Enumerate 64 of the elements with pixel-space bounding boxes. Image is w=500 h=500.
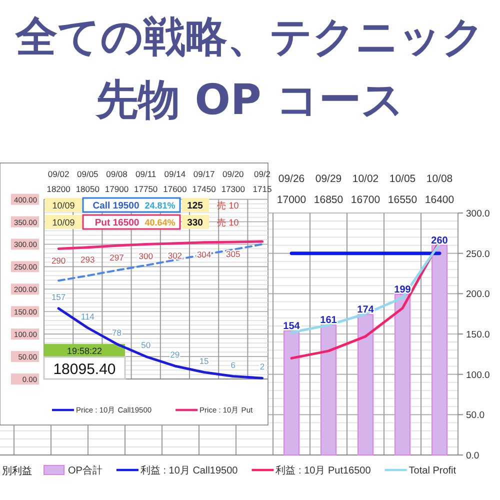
x-tick-label: 09/26 17000 bbox=[276, 173, 306, 206]
legend-label: OP合計 bbox=[68, 464, 102, 477]
bar bbox=[432, 244, 448, 456]
annotation: 125 bbox=[187, 200, 204, 212]
x-tick-label: 10/05 16550 bbox=[388, 173, 418, 206]
data-label: 78 bbox=[112, 327, 122, 338]
y-tick-label: 100.0 bbox=[466, 370, 490, 381]
x-tick-label: 09/29 16850 bbox=[314, 173, 344, 206]
y-tick-label: 300.0 bbox=[466, 208, 490, 220]
data-label: 297 bbox=[110, 252, 124, 263]
data-label: 302 bbox=[168, 250, 182, 260]
data-label: 154 bbox=[283, 320, 300, 332]
chart-title: 全ての戦略、テクニック bbox=[14, 12, 484, 61]
data-label: 174 bbox=[357, 304, 374, 316]
annotation: 売 10 bbox=[217, 200, 239, 210]
data-label: 260 bbox=[431, 235, 448, 246]
data-label: 157 bbox=[51, 292, 66, 302]
x-tick-label: 09/2 1715 bbox=[252, 169, 272, 194]
data-label: 6 bbox=[230, 360, 236, 370]
text: 別利益 bbox=[2, 465, 32, 477]
x-tick-label: 09/02 18200 bbox=[46, 169, 71, 194]
line-series bbox=[57, 240, 264, 250]
data-label: 300 bbox=[138, 251, 154, 262]
bar bbox=[320, 324, 336, 456]
y-tick-label: 150.0 bbox=[466, 330, 490, 340]
annotation: Put 16500 bbox=[94, 218, 140, 228]
bar bbox=[394, 294, 410, 456]
data-label: 114 bbox=[80, 311, 95, 322]
data-label: 50 bbox=[141, 340, 151, 350]
annotation: 18095.40 bbox=[53, 361, 116, 378]
x-tick-label: 09/14 17600 bbox=[163, 169, 188, 194]
x-tick-label: 10/08 16400 bbox=[424, 173, 454, 206]
annotation: 10/09 bbox=[52, 218, 75, 228]
legend-label: 利益 : 10月 Put16500 bbox=[276, 464, 372, 477]
annotation: 40.64% bbox=[144, 218, 176, 228]
annotation: 330 bbox=[187, 218, 203, 228]
annotation: 売 10 bbox=[217, 218, 239, 228]
x-tick-label: 09/17 17450 bbox=[192, 169, 216, 194]
x-tick-label: 09/20 17300 bbox=[221, 169, 246, 194]
y-tick-label: 200.0 bbox=[466, 289, 490, 300]
y-tick-label: 0.0 bbox=[466, 450, 480, 462]
legend-label: Total Profit bbox=[408, 466, 456, 477]
annotation: 24.81% bbox=[144, 200, 176, 210]
data-label: 15 bbox=[199, 356, 210, 366]
data-label: 293 bbox=[80, 254, 96, 264]
chart-subtitle: 先物 OP コース bbox=[95, 75, 404, 124]
bar bbox=[358, 314, 374, 456]
legend-label: 利益 : 10月 Call19500 bbox=[140, 464, 238, 477]
data-label: 290 bbox=[51, 256, 66, 266]
x-tick-label: 10/02 16700 bbox=[350, 173, 380, 206]
x-tick-label: 09/11 17750 bbox=[134, 169, 158, 194]
x-tick-label: 09/08 17900 bbox=[104, 169, 129, 194]
annotation: 19:58:22 bbox=[66, 346, 102, 356]
data-label: 2 bbox=[260, 362, 265, 372]
data-label: 199 bbox=[394, 284, 412, 296]
y-tick-label: 250.0 bbox=[466, 248, 490, 260]
x-tick-label: 09/05 18050 bbox=[76, 169, 100, 194]
annotation: Call 19500 bbox=[92, 200, 140, 212]
data-label: 161 bbox=[320, 315, 338, 326]
y-tick-label: 50.0 bbox=[466, 410, 484, 422]
data-label: 29 bbox=[170, 349, 180, 360]
annotation: 10/09 bbox=[52, 200, 75, 210]
bar bbox=[284, 330, 300, 456]
data-label: 305 bbox=[226, 248, 241, 259]
